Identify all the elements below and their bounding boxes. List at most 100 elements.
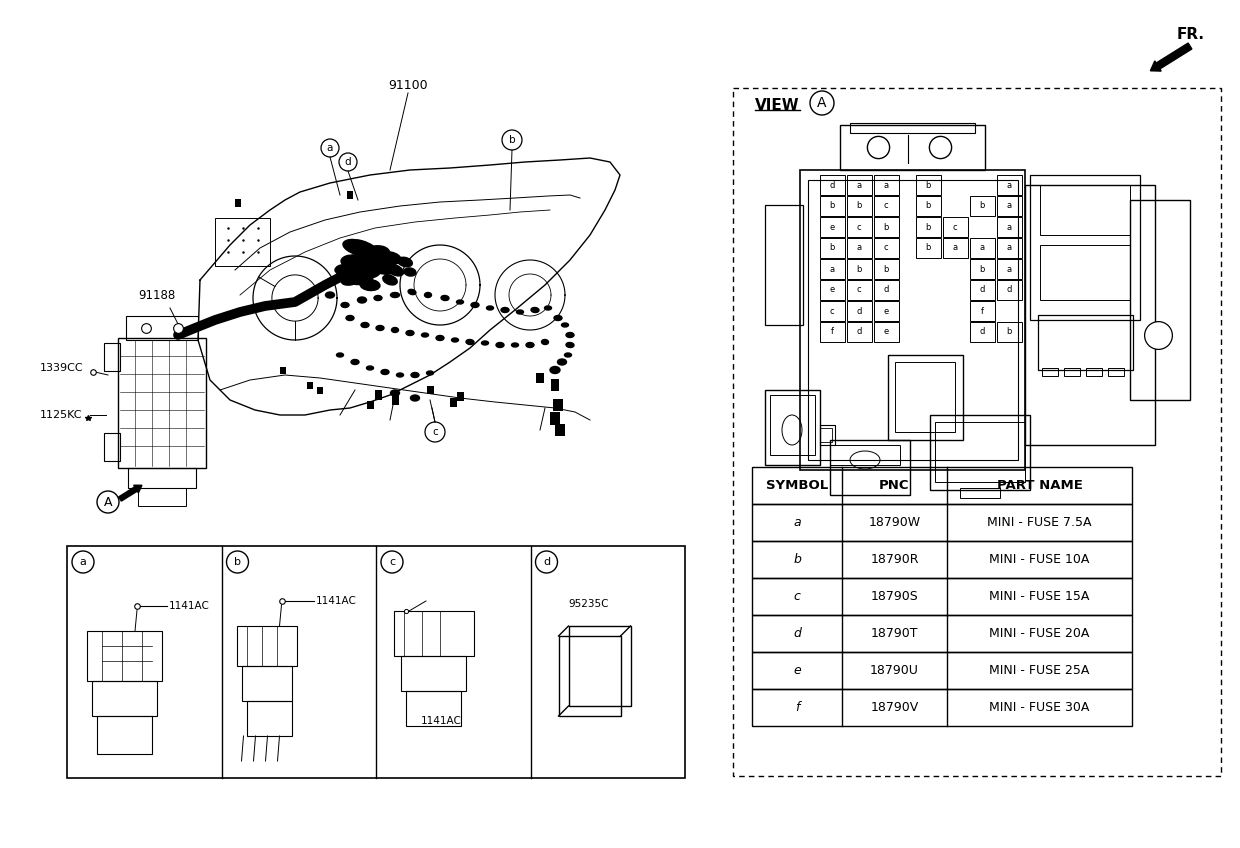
Text: c: c: [952, 222, 957, 232]
Bar: [1042, 368, 1058, 376]
Bar: [820, 217, 844, 237]
Bar: [847, 196, 872, 216]
Bar: [874, 175, 899, 195]
Ellipse shape: [564, 353, 572, 357]
Bar: [847, 301, 872, 321]
Text: c: c: [432, 427, 438, 437]
Bar: [1040, 185, 1130, 235]
Bar: [118, 338, 206, 468]
Ellipse shape: [374, 295, 382, 300]
Text: c: c: [794, 590, 801, 603]
Text: b: b: [830, 202, 835, 210]
Text: 18790W: 18790W: [868, 516, 920, 529]
Text: c: c: [389, 557, 396, 567]
Bar: [1086, 368, 1102, 376]
Bar: [970, 196, 994, 216]
Bar: [765, 205, 804, 325]
Bar: [751, 504, 1132, 541]
Bar: [104, 343, 120, 371]
Text: d: d: [980, 286, 985, 294]
Text: a: a: [1007, 243, 1012, 253]
Text: d: d: [345, 157, 351, 167]
Ellipse shape: [456, 300, 464, 304]
FancyArrow shape: [1151, 43, 1192, 71]
Ellipse shape: [441, 295, 449, 300]
Bar: [820, 280, 844, 300]
Bar: [970, 322, 994, 342]
Ellipse shape: [387, 264, 403, 276]
Bar: [960, 488, 999, 498]
Bar: [895, 362, 955, 432]
Text: f: f: [981, 306, 983, 315]
Ellipse shape: [486, 306, 494, 310]
Text: c: c: [857, 222, 862, 232]
Text: a: a: [327, 143, 334, 153]
Bar: [568, 626, 630, 706]
Bar: [1038, 315, 1133, 370]
Bar: [888, 355, 963, 440]
Ellipse shape: [496, 343, 503, 348]
Text: A: A: [817, 96, 827, 110]
Bar: [997, 196, 1022, 216]
Bar: [751, 652, 1132, 689]
Bar: [242, 666, 291, 701]
Ellipse shape: [361, 322, 370, 327]
Bar: [820, 238, 844, 258]
Text: d: d: [830, 181, 835, 189]
Ellipse shape: [325, 292, 335, 298]
Bar: [67, 546, 684, 778]
Bar: [126, 316, 198, 340]
Bar: [970, 238, 994, 258]
Bar: [847, 238, 872, 258]
Text: b: b: [857, 265, 862, 274]
Text: MINI - FUSE 10A: MINI - FUSE 10A: [990, 553, 1090, 566]
Ellipse shape: [351, 360, 360, 365]
Bar: [942, 217, 968, 237]
Ellipse shape: [346, 315, 353, 321]
Ellipse shape: [392, 327, 398, 332]
Bar: [916, 196, 941, 216]
Text: a: a: [79, 557, 87, 567]
Bar: [847, 175, 872, 195]
Bar: [970, 280, 994, 300]
Bar: [558, 636, 620, 716]
Text: c: c: [884, 202, 888, 210]
Text: e: e: [883, 327, 889, 337]
Text: A: A: [104, 495, 113, 509]
Text: 18790S: 18790S: [870, 590, 919, 603]
Bar: [751, 615, 1132, 652]
Ellipse shape: [565, 343, 574, 348]
Ellipse shape: [517, 310, 523, 314]
Ellipse shape: [410, 372, 419, 377]
Text: b: b: [925, 181, 931, 189]
Ellipse shape: [410, 395, 419, 401]
Text: b: b: [980, 202, 985, 210]
Bar: [87, 631, 162, 681]
Ellipse shape: [424, 293, 432, 298]
Bar: [450, 398, 458, 407]
Bar: [128, 468, 196, 488]
Ellipse shape: [531, 308, 539, 313]
Bar: [347, 191, 353, 199]
Text: b: b: [883, 265, 889, 274]
Bar: [997, 175, 1022, 195]
Text: a: a: [883, 181, 889, 189]
Text: b: b: [830, 243, 835, 253]
Text: b: b: [925, 222, 931, 232]
Bar: [874, 322, 899, 342]
Bar: [997, 217, 1022, 237]
Text: VIEW: VIEW: [755, 98, 800, 114]
Text: d: d: [857, 306, 862, 315]
Bar: [820, 196, 844, 216]
Ellipse shape: [466, 339, 474, 344]
Bar: [97, 716, 153, 754]
Ellipse shape: [343, 239, 377, 257]
Text: a: a: [952, 243, 957, 253]
Text: b: b: [1007, 327, 1012, 337]
Bar: [847, 280, 872, 300]
Bar: [997, 322, 1022, 342]
Bar: [970, 301, 994, 321]
Ellipse shape: [471, 303, 479, 308]
Ellipse shape: [481, 341, 489, 345]
Text: e: e: [883, 306, 889, 315]
